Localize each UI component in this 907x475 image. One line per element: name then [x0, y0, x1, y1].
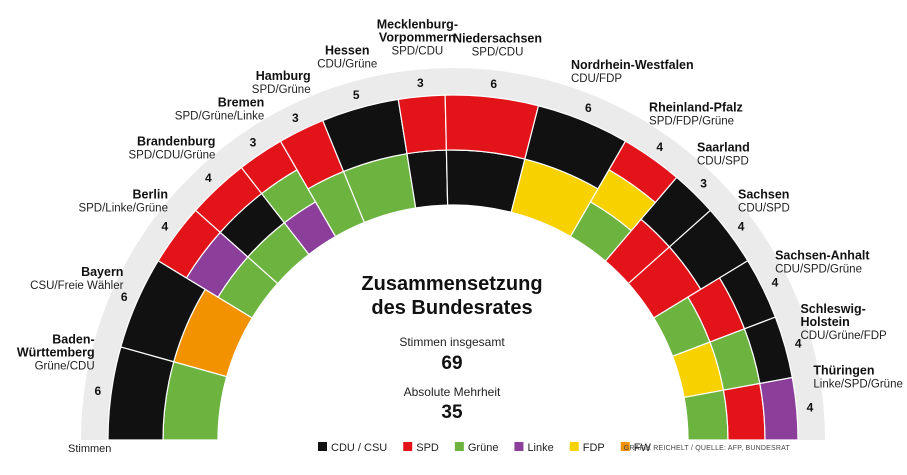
state-name-line: Mecklenburg- [377, 18, 458, 32]
source-note: GRAFIK REICHELT / QUELLE: AFP, BUNDESRAT [624, 445, 791, 452]
state-name-line: Hamburg [256, 69, 311, 83]
state-coalition: Linke/SPD/Grüne [813, 378, 903, 390]
majority-label: Absolute Mehrheit [404, 385, 501, 399]
center-info: Zusammensetzung des Bundesrates Stimmen … [361, 273, 542, 423]
seat-count-labels: 6 6 4 4 3 3 5 3 6 6 4 3 4 4 4 4 [94, 76, 813, 414]
legend-label-linke: Linke [527, 442, 553, 454]
segment-thüringen-outer [759, 376, 799, 441]
state-name-line: Vorpommern [379, 31, 456, 45]
state-name-line: Bayern [81, 265, 123, 279]
seat-count-thüringen: 4 [807, 400, 814, 414]
state-coalition: SPD/Grüne [252, 84, 311, 96]
legend-label-fw: FW [634, 442, 652, 454]
total-label: Stimmen insgesamt [399, 335, 505, 349]
legend-swatch-cdu-csu [318, 442, 327, 451]
state-name-line: Holstein [800, 315, 849, 329]
seat-count-sachsen-anhalt: 4 [772, 275, 779, 289]
segment-thüringen-inner [683, 389, 729, 441]
segment-mecklenburg-vorpommern-outer [397, 94, 448, 155]
state-coalition: CDU/SPD/Grüne [775, 264, 862, 276]
legend-label-fdp: FDP [583, 442, 605, 454]
state-coalition: CDU/SPD [697, 156, 749, 168]
seat-count-brandenburg: 4 [205, 171, 212, 185]
state-coalition: SPD/FDP/Grüne [649, 116, 734, 128]
state-coalition: CDU/SPD [738, 203, 790, 215]
center-title-line-1: Zusammensetzung [361, 273, 542, 295]
state-name-line: Thüringen [813, 363, 874, 377]
state-name-line: Berlin [133, 188, 168, 202]
state-name-line: Rheinland-Pfalz [649, 101, 743, 115]
state-name-line: Schleswig- [800, 302, 865, 316]
state-name-line: Sachsen-Anhalt [775, 249, 870, 263]
seat-count-hamburg: 3 [292, 111, 299, 125]
state-name-line: Hessen [325, 44, 369, 58]
center-title-line-2: des Bundesrates [371, 297, 532, 319]
seat-count-baden-württemberg: 6 [94, 384, 101, 398]
seat-count-nordrhein-westfalen: 6 [585, 101, 592, 115]
legend-label-spd: SPD [416, 442, 439, 454]
segment-baden-württemberg-outer [107, 346, 175, 441]
state-coalition: CDU/Grüne/FDP [800, 330, 887, 342]
seat-count-schleswig-holstein: 4 [795, 336, 802, 350]
legend-swatch-fw [620, 442, 630, 451]
total-value: 69 [441, 353, 462, 374]
seat-count-rheinland-pfalz: 4 [656, 140, 663, 154]
state-coalition: Grüne/CDU [35, 361, 95, 373]
state-coalition: SPD/CDU [472, 47, 524, 59]
state-coalition: CSU/Freie Wähler [30, 280, 123, 292]
segment-thüringen-middle [722, 382, 766, 441]
state-coalition: SPD/CDU [391, 46, 443, 58]
legend-swatch-fdp [569, 442, 579, 451]
state-name-line: Saarland [697, 141, 750, 155]
state-name-line: Nordrhein-Westfalen [571, 58, 694, 72]
seat-count-sachsen: 4 [738, 220, 745, 234]
legend-swatch-spd [403, 442, 413, 451]
seat-count-berlin: 4 [162, 220, 169, 234]
state-name-line: Sachsen [738, 188, 789, 202]
segment-niedersachsen-outer [444, 94, 540, 160]
seat-count-saarland: 3 [700, 177, 707, 191]
state-coalition: SPD/CDU/Grüne [129, 150, 216, 162]
state-segments [107, 94, 799, 441]
seat-count-hessen: 5 [353, 88, 360, 102]
seat-count-niedersachsen: 6 [490, 77, 497, 91]
state-coalition: CDU/FDP [571, 73, 622, 85]
state-coalition: CDU/Grüne [317, 59, 377, 71]
stimmen-label: Stimmen [68, 443, 111, 455]
state-name-line: Bremen [218, 96, 265, 110]
seat-count-bayern: 6 [121, 290, 128, 304]
state-coalition: SPD/Linke/Grüne [78, 203, 168, 215]
seat-count-bremen: 3 [250, 135, 257, 149]
state-name-line: Niedersachsen [453, 32, 542, 46]
legend-label-cdu-csu: CDU / CSU [331, 442, 387, 454]
state-coalition: SPD/Grüne/Linke [175, 111, 265, 123]
legend-swatch-linke [514, 442, 524, 451]
legend: CDU / CSU SPD Grüne Linke FDP FW [318, 442, 651, 454]
legend-label-grüne: Grüne [468, 442, 499, 454]
legend-swatch-grüne [454, 442, 464, 451]
state-name-line: Württemberg [17, 346, 95, 360]
seat-count-mecklenburg-vorpommern: 3 [417, 76, 424, 90]
state-name-line: Baden- [52, 333, 94, 347]
state-name-line: Brandenburg [137, 135, 215, 149]
majority-value: 35 [441, 402, 463, 423]
